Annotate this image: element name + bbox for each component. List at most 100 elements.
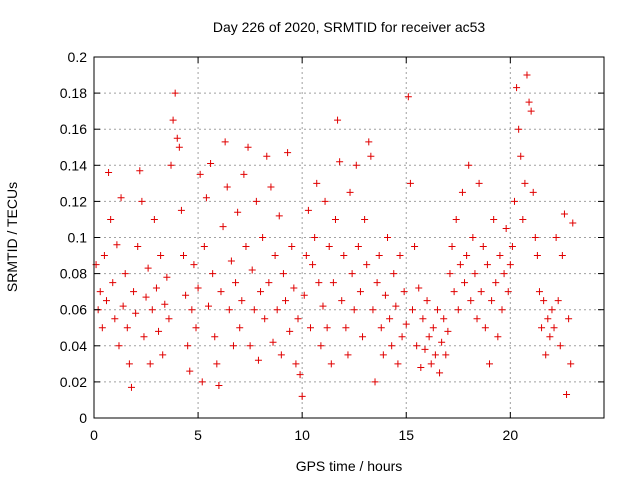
data-point — [331, 215, 339, 223]
data-point — [556, 342, 564, 350]
y-tick-label: 0.2 — [68, 49, 88, 65]
data-point — [471, 270, 479, 278]
data-point — [442, 351, 450, 359]
data-point — [259, 234, 267, 241]
data-point — [317, 342, 325, 350]
x-tick-label: 15 — [398, 427, 414, 443]
data-point — [177, 206, 185, 214]
data-point — [342, 324, 350, 332]
data-point — [550, 324, 558, 332]
data-point — [438, 338, 446, 346]
data-point — [350, 306, 358, 314]
data-point — [107, 215, 115, 223]
y-tick-label: 0.16 — [60, 121, 87, 137]
data-point — [119, 302, 127, 310]
data-point — [525, 98, 533, 106]
x-tick-label: 20 — [503, 427, 519, 443]
data-points — [92, 71, 577, 400]
data-point — [490, 215, 498, 223]
data-point — [111, 315, 119, 323]
data-point — [483, 261, 491, 269]
data-point — [348, 270, 356, 278]
data-point — [486, 360, 494, 368]
data-point — [286, 327, 294, 335]
data-point — [569, 219, 577, 227]
data-point — [361, 215, 369, 223]
data-point — [269, 338, 277, 346]
data-point — [115, 342, 123, 350]
data-point — [273, 306, 281, 314]
data-point — [359, 333, 367, 341]
data-point — [492, 279, 500, 287]
data-point — [188, 306, 196, 314]
data-point — [163, 273, 171, 281]
data-point — [234, 208, 242, 216]
data-point — [531, 234, 539, 241]
y-tick-label: 0.1 — [68, 230, 88, 246]
data-point — [221, 138, 229, 146]
data-point — [184, 342, 192, 350]
data-point — [282, 297, 290, 305]
data-point — [423, 297, 431, 305]
data-point — [171, 89, 179, 97]
data-point — [394, 360, 402, 368]
data-point — [533, 252, 541, 260]
data-point — [544, 315, 552, 323]
data-point — [338, 297, 346, 305]
data-point — [134, 243, 142, 251]
data-point — [413, 342, 421, 350]
data-point — [431, 351, 439, 359]
y-tick-label: 0.02 — [60, 374, 87, 390]
data-point — [279, 270, 287, 278]
data-point — [406, 179, 414, 187]
data-point — [284, 149, 292, 157]
data-point — [213, 360, 221, 368]
data-point — [546, 333, 554, 341]
data-point — [190, 261, 198, 269]
data-point — [148, 306, 156, 314]
data-point — [175, 143, 183, 151]
data-point — [173, 134, 181, 142]
data-point — [334, 116, 342, 124]
data-point — [207, 159, 215, 167]
data-point — [325, 243, 333, 251]
data-point — [452, 215, 460, 223]
data-point — [142, 293, 150, 301]
data-point — [429, 324, 437, 332]
data-point — [373, 279, 381, 287]
data-point — [388, 342, 396, 350]
y-tick-label: 0 — [79, 410, 87, 426]
data-point — [467, 297, 475, 305]
data-point — [363, 261, 371, 269]
data-point — [502, 224, 510, 232]
data-point — [371, 378, 379, 386]
data-point — [246, 342, 254, 350]
axis-ticks — [93, 56, 604, 419]
data-point — [302, 252, 310, 260]
data-point — [238, 297, 246, 305]
data-point — [473, 315, 481, 323]
data-point — [229, 342, 237, 350]
data-point — [513, 84, 521, 92]
data-point — [161, 300, 169, 308]
data-point — [96, 288, 104, 296]
data-point — [510, 197, 518, 205]
data-point — [560, 210, 568, 218]
data-point — [132, 309, 140, 317]
y-tick-label: 0.12 — [60, 193, 87, 209]
data-point — [554, 297, 562, 305]
data-point — [298, 392, 306, 400]
data-point — [267, 183, 275, 191]
data-point — [408, 306, 416, 314]
chart-title: Day 226 of 2020, SRMTID for receiver ac5… — [213, 19, 486, 35]
data-point — [225, 306, 233, 314]
data-point — [215, 382, 223, 390]
x-tick-label: 10 — [294, 427, 310, 443]
data-point — [365, 138, 373, 146]
data-point — [290, 284, 298, 292]
data-point — [155, 327, 163, 335]
data-point — [433, 306, 441, 314]
data-point — [250, 306, 258, 314]
data-point — [369, 306, 377, 314]
data-point — [271, 252, 279, 260]
